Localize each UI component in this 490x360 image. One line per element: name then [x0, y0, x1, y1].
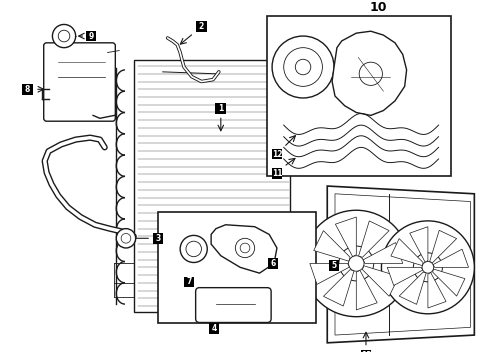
- Polygon shape: [314, 231, 350, 261]
- Bar: [268, 258, 278, 269]
- Polygon shape: [327, 186, 474, 343]
- Circle shape: [284, 48, 322, 86]
- Text: 6: 6: [270, 259, 276, 268]
- Ellipse shape: [186, 241, 201, 257]
- Bar: [196, 21, 207, 32]
- Polygon shape: [433, 269, 465, 296]
- Circle shape: [116, 229, 136, 248]
- Circle shape: [348, 256, 364, 271]
- Bar: [22, 84, 32, 95]
- Text: 1: 1: [218, 104, 223, 113]
- FancyBboxPatch shape: [196, 288, 271, 323]
- FancyBboxPatch shape: [44, 43, 115, 121]
- Polygon shape: [363, 243, 403, 264]
- Bar: [216, 103, 226, 114]
- Circle shape: [339, 246, 374, 281]
- Polygon shape: [391, 239, 423, 266]
- Text: 11: 11: [271, 169, 282, 178]
- Circle shape: [303, 210, 410, 317]
- Bar: [271, 149, 282, 159]
- Bar: [86, 31, 97, 41]
- Circle shape: [52, 24, 75, 48]
- Polygon shape: [428, 273, 446, 308]
- Bar: [267, 16, 451, 176]
- Circle shape: [235, 238, 255, 258]
- Bar: [184, 276, 194, 287]
- Circle shape: [414, 253, 442, 282]
- Polygon shape: [399, 272, 426, 304]
- Text: 5: 5: [331, 261, 337, 270]
- Circle shape: [422, 261, 434, 273]
- Bar: [329, 260, 340, 271]
- Polygon shape: [359, 221, 389, 257]
- Text: 2: 2: [199, 22, 204, 31]
- Polygon shape: [335, 217, 356, 257]
- Text: 4: 4: [211, 324, 217, 333]
- Bar: [209, 323, 220, 334]
- Bar: [158, 212, 316, 324]
- Text: 8: 8: [24, 85, 30, 94]
- Text: 12: 12: [271, 150, 282, 159]
- Bar: [361, 350, 371, 360]
- Polygon shape: [356, 270, 377, 310]
- Circle shape: [240, 243, 250, 253]
- Circle shape: [359, 62, 382, 85]
- Polygon shape: [211, 225, 277, 273]
- Circle shape: [381, 221, 474, 314]
- Text: 7: 7: [186, 277, 192, 286]
- Text: 13: 13: [361, 351, 371, 360]
- Circle shape: [58, 30, 70, 42]
- Polygon shape: [387, 267, 423, 285]
- Bar: [152, 233, 163, 244]
- Bar: [134, 60, 291, 312]
- Polygon shape: [410, 227, 428, 262]
- Text: 10: 10: [370, 1, 387, 14]
- Polygon shape: [433, 249, 468, 267]
- Ellipse shape: [180, 235, 207, 262]
- Polygon shape: [332, 31, 407, 116]
- Circle shape: [121, 234, 131, 243]
- Text: 3: 3: [155, 234, 161, 243]
- Polygon shape: [363, 266, 399, 296]
- Text: 9: 9: [89, 32, 94, 41]
- Polygon shape: [323, 270, 354, 306]
- Circle shape: [272, 36, 334, 98]
- Polygon shape: [310, 264, 349, 284]
- Bar: [271, 168, 282, 179]
- Circle shape: [295, 59, 311, 75]
- Polygon shape: [430, 230, 457, 262]
